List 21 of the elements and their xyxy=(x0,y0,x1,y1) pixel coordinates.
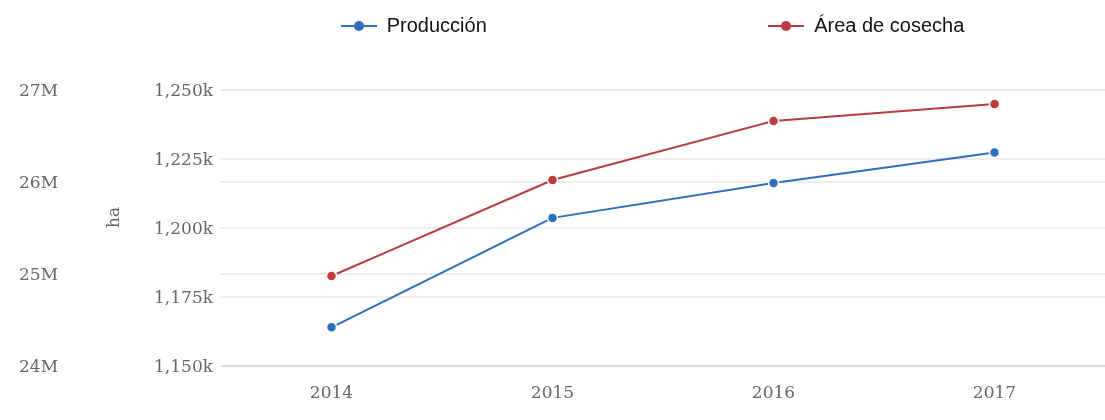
y-axis-title: ha xyxy=(103,206,124,228)
legend-label: Producción xyxy=(386,14,487,37)
point xyxy=(325,270,338,282)
y2-tick-label: 27M xyxy=(19,80,59,101)
point xyxy=(767,177,780,189)
x-tick-label: 2014 xyxy=(309,382,354,403)
y-tick-label: 1,225k xyxy=(154,149,214,170)
y2-tick-label: 25M xyxy=(19,264,59,285)
point xyxy=(546,174,559,186)
y-tick-label: 1,175k xyxy=(154,287,214,308)
point xyxy=(546,212,559,224)
y2-tick-label: 24M xyxy=(19,356,59,377)
y-tick-label: 1,250k xyxy=(154,80,214,101)
y-tick-label: 1,150k xyxy=(154,356,214,377)
point xyxy=(767,115,780,127)
x-tick-label: 2015 xyxy=(530,382,575,403)
x-tick-label: 2016 xyxy=(751,382,796,403)
x-tick-label: 2017 xyxy=(972,382,1017,403)
y-tick-label: 1,200k xyxy=(154,218,214,239)
y2-tick-label: 26M xyxy=(19,172,59,193)
legend-label: Área de cosecha xyxy=(814,14,965,37)
